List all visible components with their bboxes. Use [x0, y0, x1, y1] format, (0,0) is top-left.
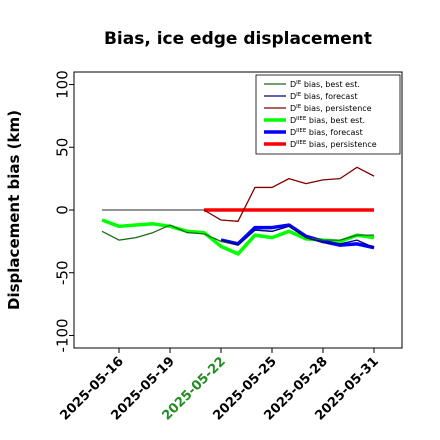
- series-line-1: [220, 225, 375, 249]
- series-line-3: [101, 218, 375, 256]
- legend-entry: DIIEE bias, persistence: [290, 140, 377, 149]
- legend-entry: DIE bias, persistence: [290, 104, 372, 113]
- legend: DIE bias, best est. DIE bias, forecast DIE…: [255, 74, 401, 155]
- y-tick-label: -100: [53, 318, 71, 352]
- series-layer: [101, 166, 375, 256]
- legend-entry: DIE bias, forecast: [290, 92, 358, 101]
- y-tick-label: 100: [53, 70, 71, 99]
- legend-entry: DIE bias, best est.: [290, 80, 360, 89]
- legend-entry: DIIEE bias, forecast: [290, 128, 363, 137]
- y-tick-label: 0: [53, 205, 71, 215]
- y-axis-label: Displacement bias (km): [5, 110, 23, 310]
- legend-entry: DIIEE bias, best est.: [290, 116, 365, 125]
- legend-box: [255, 74, 401, 155]
- y-tick-label: 50: [53, 138, 71, 157]
- series-line-2: [203, 166, 375, 222]
- y-tick-label: -50: [53, 260, 71, 285]
- chart-title: Bias, ice edge displacement: [104, 29, 372, 49]
- series-line-4: [220, 223, 375, 250]
